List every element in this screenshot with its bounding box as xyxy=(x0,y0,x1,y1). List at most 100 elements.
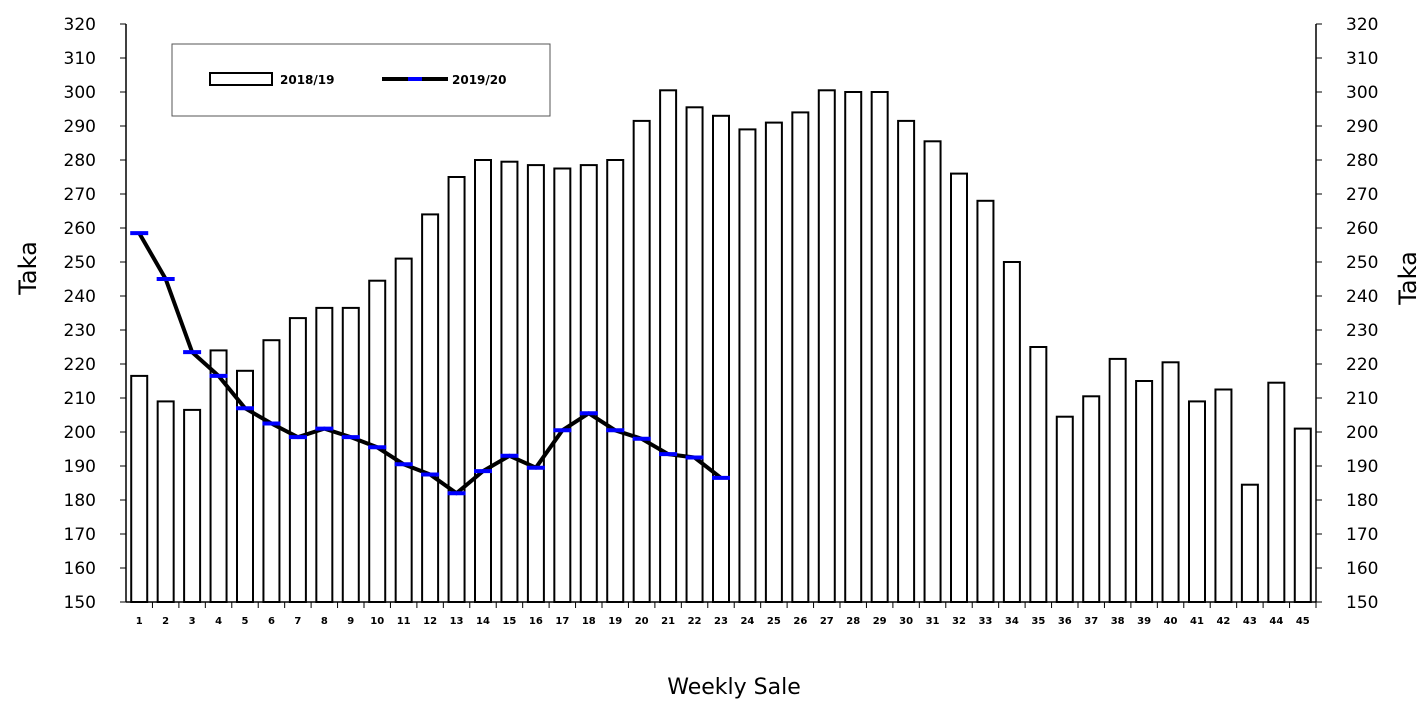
y-tick-label-left-150: 150 xyxy=(64,593,96,613)
y-tick-label-right-170: 170 xyxy=(1346,525,1378,545)
bar-2018-19-week-19 xyxy=(606,159,625,603)
x-tick-label-20: 20 xyxy=(635,616,649,627)
y-tick-label-left-280: 280 xyxy=(64,151,96,171)
bar-2018-19-week-15 xyxy=(500,160,519,603)
y-tick-label-left-170: 170 xyxy=(64,525,96,545)
y-tick-label-right-270: 270 xyxy=(1346,185,1378,205)
bar-2018-19-week-1 xyxy=(130,374,149,603)
y-tick-label-right-260: 260 xyxy=(1346,219,1378,239)
bar-2018-19-week-40 xyxy=(1161,361,1180,603)
y-tick-label-left-260: 260 xyxy=(64,219,96,239)
y-tick-label-left-230: 230 xyxy=(64,321,96,341)
bar-2018-19-week-43 xyxy=(1240,483,1259,604)
bar-2018-19-week-45 xyxy=(1293,427,1312,603)
y-tick-label-left-310: 310 xyxy=(64,49,96,69)
y-axis-title-left: Taka xyxy=(14,241,42,296)
bars-2018-19 xyxy=(130,89,1312,604)
x-tick-label-24: 24 xyxy=(740,616,754,627)
y-tick-label-left-240: 240 xyxy=(64,287,96,307)
x-tick-label-43: 43 xyxy=(1243,616,1257,627)
bar-2018-19-week-6 xyxy=(262,339,281,603)
x-tick-label-38: 38 xyxy=(1111,616,1125,627)
x-tick-label-14: 14 xyxy=(476,616,490,627)
bar-2018-19-week-34 xyxy=(1002,261,1021,603)
bar-2018-19-week-20 xyxy=(632,119,651,604)
bar-2018-19-week-35 xyxy=(1029,346,1048,603)
x-tick-label-3: 3 xyxy=(189,616,196,627)
x-tick-label-33: 33 xyxy=(978,616,992,627)
x-tick-label-39: 39 xyxy=(1137,616,1151,627)
y-tick-label-right-300: 300 xyxy=(1346,83,1378,103)
y-tick-label-right-240: 240 xyxy=(1346,287,1378,307)
x-tick-label-11: 11 xyxy=(397,616,411,627)
bar-2018-19-week-11 xyxy=(394,257,413,603)
y-tick-label-right-180: 180 xyxy=(1346,491,1378,511)
bar-2018-19-week-12 xyxy=(421,213,440,603)
legend-bar-swatch xyxy=(209,72,273,86)
x-tick-label-45: 45 xyxy=(1296,616,1310,627)
bar-2018-19-week-7 xyxy=(288,317,307,603)
y-tick-label-left-190: 190 xyxy=(64,457,96,477)
bar-2018-19-week-44 xyxy=(1267,381,1286,604)
x-tick-label-44: 44 xyxy=(1269,616,1283,627)
bar-2018-19-week-32 xyxy=(950,172,968,603)
bar-2018-19-week-28 xyxy=(844,91,863,603)
x-tick-label-5: 5 xyxy=(242,616,249,627)
x-tick-label-25: 25 xyxy=(767,616,781,627)
x-tick-label-23: 23 xyxy=(714,616,728,627)
x-tick-label-28: 28 xyxy=(846,616,860,627)
y-tick-label-left-180: 180 xyxy=(64,491,96,511)
x-tick-label-2: 2 xyxy=(162,616,169,627)
bar-2018-19-week-30 xyxy=(897,119,916,604)
x-tick-label-10: 10 xyxy=(370,616,384,627)
x-tick-label-13: 13 xyxy=(450,616,464,627)
bar-2018-19-week-17 xyxy=(553,167,572,603)
bar-2018-19-week-2 xyxy=(156,400,175,603)
y-tick-label-right-280: 280 xyxy=(1346,151,1378,171)
x-tick-label-42: 42 xyxy=(1216,616,1230,627)
x-tick-label-8: 8 xyxy=(321,616,328,627)
x-tick-label-9: 9 xyxy=(347,616,354,627)
bar-2018-19-week-31 xyxy=(923,140,942,604)
y-tick-label-right-210: 210 xyxy=(1346,389,1378,409)
y-tick-label-right-250: 250 xyxy=(1346,253,1378,273)
x-tick-label-32: 32 xyxy=(952,616,966,627)
x-tick-label-19: 19 xyxy=(608,616,622,627)
x-tick-label-7: 7 xyxy=(294,616,301,627)
x-tick-label-31: 31 xyxy=(926,616,940,627)
x-tick-label-37: 37 xyxy=(1084,616,1098,627)
y-tick-label-right-290: 290 xyxy=(1346,117,1378,137)
bar-2018-19-week-26 xyxy=(791,111,810,604)
bar-2018-19-week-41 xyxy=(1188,400,1206,603)
y-tick-label-left-160: 160 xyxy=(64,559,96,579)
bar-2018-19-week-27 xyxy=(817,89,836,604)
bar-2018-19-week-33 xyxy=(976,199,995,604)
bar-2018-19-week-36 xyxy=(1055,415,1074,604)
bar-2018-19-week-9 xyxy=(341,306,360,603)
y-tick-label-left-210: 210 xyxy=(64,389,96,409)
bar-2018-19-week-18 xyxy=(579,164,598,603)
y-axis-title-right: Taka xyxy=(1394,251,1422,306)
x-tick-label-22: 22 xyxy=(688,616,702,627)
x-tick-label-4: 4 xyxy=(215,616,222,627)
bar-2018-19-week-8 xyxy=(315,306,334,603)
x-tick-label-36: 36 xyxy=(1058,616,1072,627)
bar-2018-19-week-29 xyxy=(870,91,889,603)
y-tick-label-right-220: 220 xyxy=(1346,355,1378,375)
x-tick-label-29: 29 xyxy=(873,616,887,627)
bar-2018-19-week-4 xyxy=(209,349,228,603)
x-tick-label-21: 21 xyxy=(661,616,675,627)
bar-2018-19-week-13 xyxy=(447,176,466,603)
x-tick-label-30: 30 xyxy=(899,616,913,627)
bar-2018-19-week-21 xyxy=(659,89,678,604)
x-tick-label-12: 12 xyxy=(423,616,437,627)
y-tick-label-right-310: 310 xyxy=(1346,49,1378,69)
x-tick-label-1: 1 xyxy=(136,616,143,627)
bar-2018-19-week-14 xyxy=(474,159,492,603)
x-tick-label-18: 18 xyxy=(582,616,596,627)
y-tick-label-right-200: 200 xyxy=(1346,423,1378,443)
bar-2018-19-week-42 xyxy=(1214,388,1233,603)
x-tick-label-40: 40 xyxy=(1164,616,1178,627)
